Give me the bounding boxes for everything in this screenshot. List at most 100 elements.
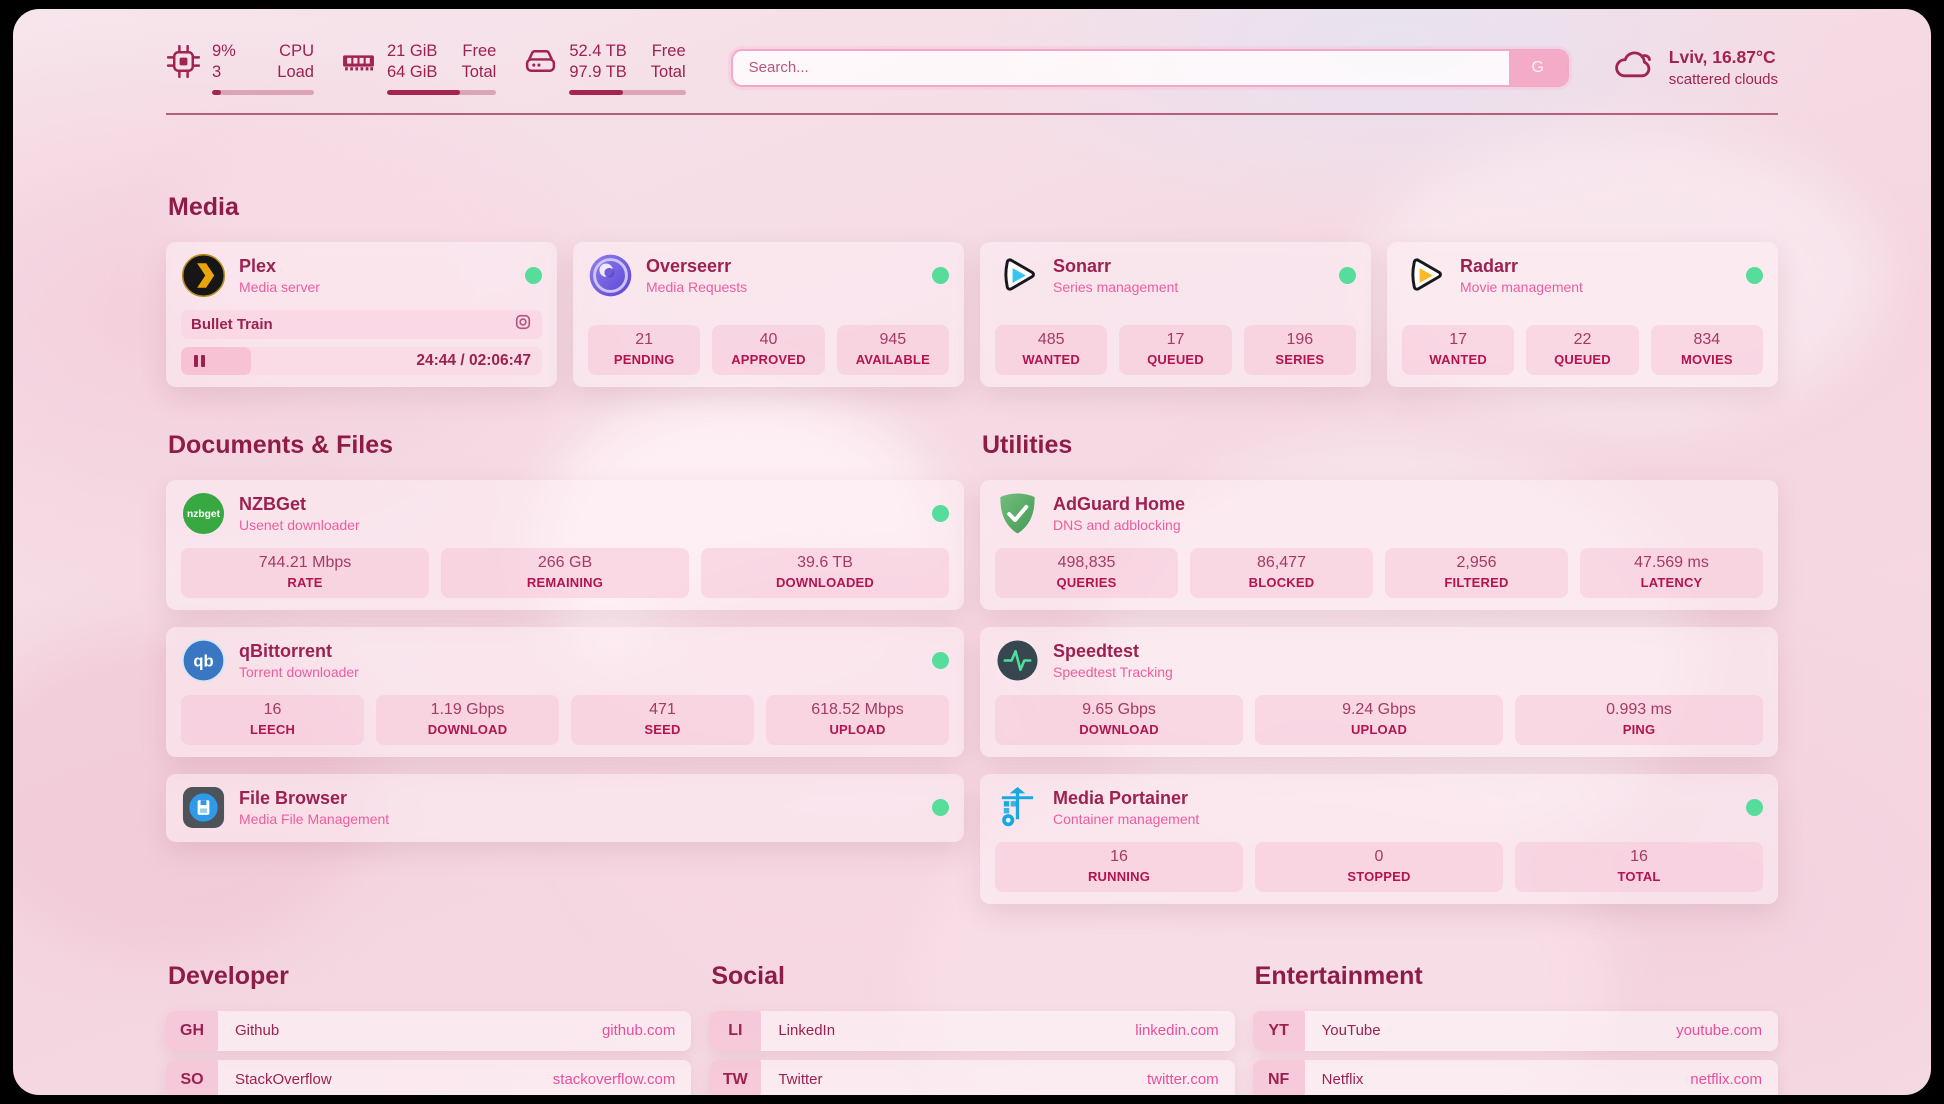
stat-box: 17 QUEUED [1119, 324, 1232, 375]
app-title: Radarr [1460, 255, 1519, 276]
bookmark-url: twitter.com [1146, 1071, 1219, 1089]
app-title: NZBGet [239, 493, 306, 514]
app-title: Plex [239, 255, 277, 276]
app-card-speedtest[interactable]: Speedtest Speedtest Tracking 9.65 Gbps D… [980, 626, 1778, 757]
app-subtitle: Series management [1053, 279, 1179, 296]
status-online-dot [1339, 266, 1356, 284]
now-playing-title: Bullet Train [191, 315, 273, 333]
playback-progress-fill [181, 346, 252, 375]
app-subtitle: DNS and adblocking [1053, 517, 1181, 534]
status-online-dot [932, 266, 949, 284]
app-card-nzbget[interactable]: nzbget NZBGet Usenet downloader 744.21 M… [166, 479, 964, 610]
stat-box: 196 SERIES [1243, 324, 1356, 375]
search-input[interactable] [732, 50, 1509, 85]
dashboard-screen: 9% 3 CPU Load [13, 9, 1931, 1095]
disk-progress-bar [569, 89, 686, 95]
section-title-utilities: Utilities [982, 430, 1073, 459]
weather-location-temp: Lviv, 16.87°C [1668, 47, 1776, 68]
weather-condition: scattered clouds [1668, 71, 1778, 89]
plex-icon [181, 253, 226, 298]
stat-box: 0.993 ms PING [1515, 694, 1763, 745]
app-title: File Browser [239, 787, 348, 808]
stat-box: 618.52 Mbps UPLOAD [766, 694, 949, 745]
bookmark-tag: YT [1252, 1010, 1305, 1051]
app-subtitle: Media server [239, 279, 320, 296]
stat-box: 86,477 BLOCKED [1190, 547, 1373, 598]
stat-box: 744.21 Mbps RATE [181, 547, 429, 598]
portainer-icon [995, 785, 1040, 830]
app-card-adguard[interactable]: AdGuard Home DNS and adblocking 498,835 … [980, 479, 1778, 610]
app-card-radarr[interactable]: Radarr Movie management 17 WANTED 22 QUE… [1387, 241, 1778, 387]
stat-box: 16 RUNNING [995, 841, 1243, 892]
stat-box: 16 LEECH [181, 694, 364, 745]
stat-box: 1.19 Gbps DOWNLOAD [376, 694, 559, 745]
bookmark-stackoverflow[interactable]: SO StackOverflow stackoverflow.com [166, 1059, 692, 1095]
section-title-social: Social [711, 961, 785, 990]
stat-box: 471 SEED [571, 694, 754, 745]
status-online-dot [1746, 266, 1763, 284]
top-bar: 9% 3 CPU Load [166, 9, 1778, 95]
bookmark-name: Twitter [778, 1071, 823, 1089]
playback-time: 24:44 / 02:06:47 [416, 351, 531, 369]
app-card-filebrowser[interactable]: File Browser Media File Management [166, 773, 964, 842]
svg-text:nzbget: nzbget [187, 509, 221, 520]
bookmark-linkedin[interactable]: LI LinkedIn linkedin.com [709, 1010, 1235, 1051]
cpu-progress-bar [212, 89, 314, 95]
ram-total-label: Total [461, 63, 497, 82]
search-engine-button[interactable]: G [1508, 50, 1567, 85]
nzbget-icon: nzbget [181, 491, 226, 536]
app-card-portainer[interactable]: Media Portainer Container management 16 … [980, 773, 1778, 904]
app-title: Media Portainer [1053, 787, 1189, 808]
memory-stat-widget: 21 GiB 64 GiB Free Total [341, 41, 497, 95]
utilities-column: Utilities [980, 431, 1778, 904]
app-subtitle: Movie management [1460, 279, 1583, 296]
app-card-overseerr[interactable]: Overseerr Media Requests 21 PENDING 40 A… [573, 241, 964, 387]
app-card-qbittorrent[interactable]: qb qBittorrent Torrent downloader 16 LEE… [166, 626, 964, 757]
bookmark-tag: GH [166, 1010, 218, 1051]
bookmark-url: github.com [601, 1022, 676, 1040]
radarr-icon [1402, 253, 1447, 298]
cloud-icon [1611, 43, 1656, 93]
stat-box: 498,835 QUERIES [995, 547, 1178, 598]
section-title-entertainment: Entertainment [1254, 961, 1423, 990]
stat-box: 945 AVAILABLE [836, 324, 949, 375]
weather-widget: Lviv, 16.87°C scattered clouds [1611, 43, 1778, 93]
app-subtitle: Speedtest Tracking [1053, 664, 1173, 681]
bookmark-url: stackoverflow.com [552, 1071, 676, 1089]
cpu-load-label: Load [277, 63, 314, 82]
pause-icon[interactable] [192, 353, 207, 369]
stat-box: 485 WANTED [995, 324, 1108, 375]
status-online-dot [932, 504, 949, 522]
cpu-stat-widget: 9% 3 CPU Load [166, 41, 314, 95]
status-online-dot [1746, 798, 1763, 816]
qbittorrent-icon: qb [181, 638, 226, 683]
bookmark-github[interactable]: GH Github github.com [166, 1010, 692, 1051]
stat-box: 47.569 ms LATENCY [1580, 547, 1763, 598]
svg-text:qb: qb [193, 651, 213, 670]
stat-box: 9.65 Gbps DOWNLOAD [995, 694, 1243, 745]
bookmark-youtube[interactable]: YT YouTube youtube.com [1252, 1010, 1778, 1051]
bookmark-twitter[interactable]: TW Twitter twitter.com [709, 1059, 1235, 1095]
disk-free-value: 52.4 TB [569, 42, 627, 60]
app-title: Sonarr [1053, 255, 1112, 276]
app-title: Overseerr [646, 255, 732, 276]
ram-progress-bar [387, 89, 497, 95]
app-card-plex[interactable]: Plex Media server Bullet Train [166, 241, 557, 387]
disk-total-value: 97.9 TB [569, 63, 627, 82]
entertainment-links-section: Entertainment YT YouTube youtube.com NF … [1252, 961, 1778, 1095]
stat-box: 21 PENDING [588, 324, 701, 375]
stat-box: 16 TOTAL [1515, 841, 1763, 892]
cpu-percent: 9% [212, 42, 236, 60]
playback-progress-row: 24:44 / 02:06:47 [181, 346, 542, 375]
status-online-dot [932, 798, 949, 816]
status-online-dot [932, 651, 949, 669]
speedtest-icon [995, 638, 1040, 683]
header-divider [166, 112, 1778, 115]
stat-box: 40 APPROVED [712, 324, 825, 375]
adguard-icon [995, 491, 1040, 536]
status-online-dot [525, 266, 542, 284]
app-card-sonarr[interactable]: Sonarr Series management 485 WANTED 17 Q… [980, 241, 1371, 387]
stat-box: 39.6 TB DOWNLOADED [701, 547, 949, 598]
bookmark-netflix[interactable]: NF Netflix netflix.com [1252, 1059, 1778, 1095]
app-subtitle: Media Requests [646, 279, 748, 296]
